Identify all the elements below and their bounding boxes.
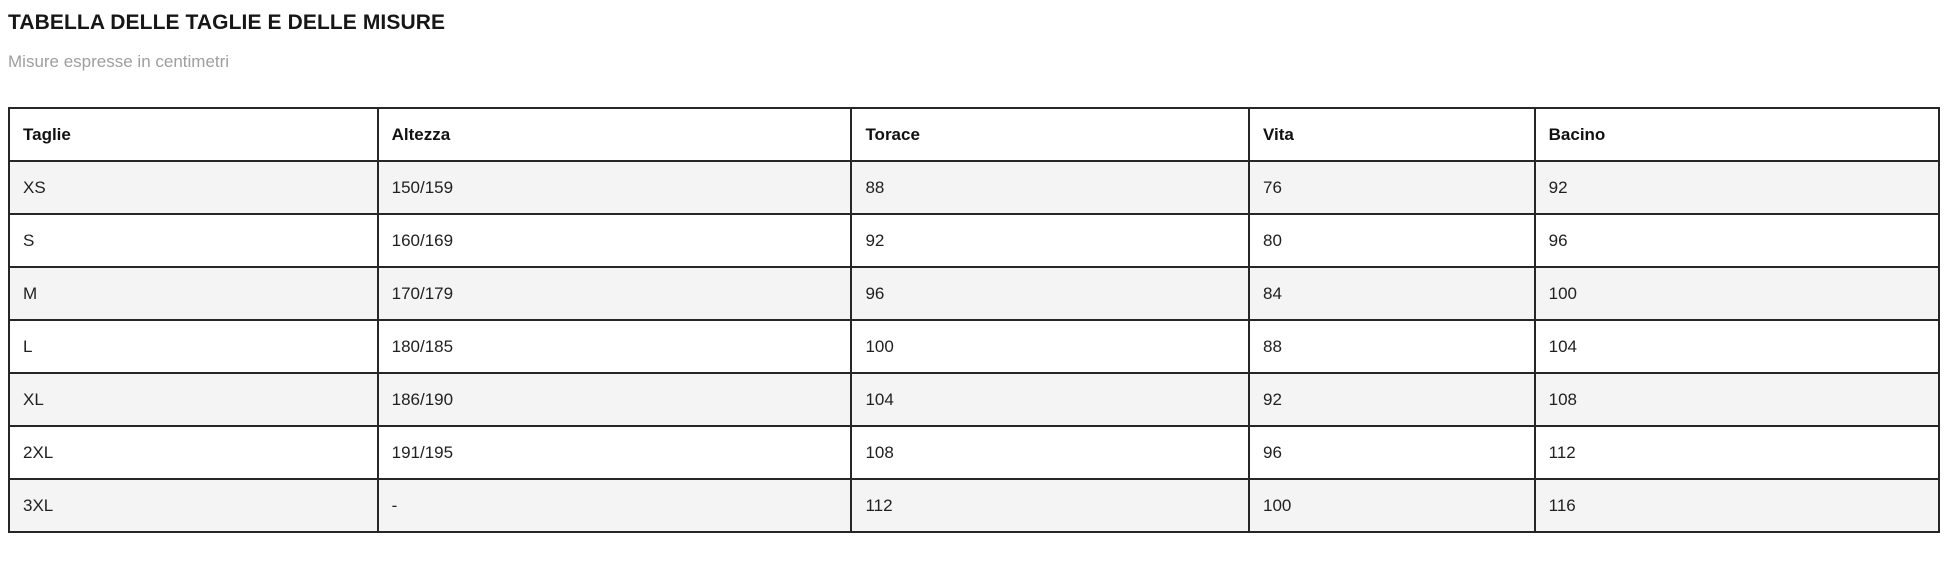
measure-value-cell: 160/169 [376, 213, 853, 268]
measure-value-cell: 100 [850, 319, 1251, 374]
size-table: Taglie Altezza Torace Vita Bacino XS 150/159 8… [8, 107, 1941, 533]
column-header-torace: Torace [850, 107, 1251, 162]
size-label-cell: S [8, 213, 379, 268]
table-row-3xl: 3XL -112 100 116 [8, 478, 1941, 533]
table-row-2xl: 2XL 191/195 108 96 112 [8, 425, 1941, 480]
measure-value-cell: 191/195 [376, 425, 853, 480]
measure-value-cell: 84 [1248, 266, 1536, 321]
measure-value-cell: - [376, 478, 853, 533]
table-row-s: S 160/169 92 80 96 [8, 213, 1941, 268]
measure-value-cell: 92 [850, 213, 1251, 268]
measure-value-cell: 108 [850, 425, 1251, 480]
column-header-bacino: Bacino [1533, 107, 1941, 162]
column-header-altezza: Altezza [376, 107, 853, 162]
measure-value-cell: 96 [1248, 425, 1536, 480]
size-guide-page: TABELLA DELLE TAGLIE E DELLE MISURE Misu… [8, 11, 1941, 533]
size-label-cell: XS [8, 160, 379, 215]
size-label-cell: XL [8, 372, 379, 427]
measure-value-cell: 180/185 [376, 319, 853, 374]
table-row-xs: XS 150/159 88 76 92 [8, 160, 1941, 215]
measure-value-cell: 76 [1248, 160, 1536, 215]
measure-value-cell: 88 [850, 160, 1251, 215]
measure-value-cell: 186/190 [376, 372, 853, 427]
measure-value-cell: 116 [1533, 478, 1941, 533]
size-label-cell: 3XL [8, 478, 379, 533]
measure-value-cell: 104 [1533, 319, 1941, 374]
measure-value-cell: 100 [1248, 478, 1536, 533]
measure-value-cell: 88 [1248, 319, 1536, 374]
measure-value-cell: 170/179 [376, 266, 853, 321]
measure-value-cell: 96 [850, 266, 1251, 321]
measure-value-cell: 112 [850, 478, 1251, 533]
table-row-m: M 170/179 96 84 100 [8, 266, 1941, 321]
column-header-taglie: Taglie [8, 107, 379, 162]
column-header-vita: Vita [1248, 107, 1536, 162]
size-label-cell: M [8, 266, 379, 321]
measure-value-cell: 150/159 [376, 160, 853, 215]
measure-value-cell: 92 [1248, 372, 1536, 427]
measure-value-cell: 100 [1533, 266, 1941, 321]
table-header-row: Taglie Altezza Torace Vita Bacino [8, 107, 1941, 162]
measure-value-cell: 104 [850, 372, 1251, 427]
measure-value-cell: 96 [1533, 213, 1941, 268]
page-subtitle: Misure espresse in centimetri [8, 52, 230, 71]
measure-value-cell: 92 [1533, 160, 1941, 215]
measure-value-cell: 108 [1533, 372, 1941, 427]
table-row-xl: XL 186/190 104 92 108 [8, 372, 1941, 427]
page-title: TABELLA DELLE TAGLIE E DELLE MISURE [8, 11, 446, 34]
measure-value-cell: 80 [1248, 213, 1536, 268]
table-row-l: L 180/185 100 88 104 [8, 319, 1941, 374]
size-label-cell: L [8, 319, 379, 374]
measure-value-cell: 112 [1533, 425, 1941, 480]
size-label-cell: 2XL [8, 425, 379, 480]
table-body: XS 150/159 88 76 92 S 160/169 92 80 96 M 170/179 96 8… [8, 160, 1941, 533]
